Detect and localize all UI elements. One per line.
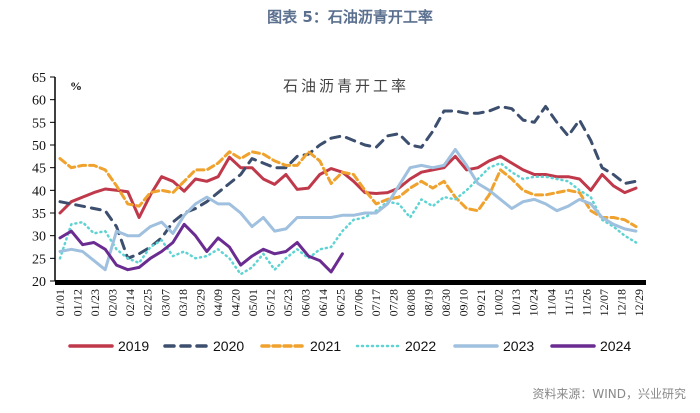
y-tick-label: 20 [32, 275, 46, 290]
series-line-2019 [58, 154, 638, 219]
y-axis-unit: % [70, 79, 82, 93]
x-tick-label: 06/14 [316, 289, 330, 316]
legend-label-2020: 2020 [213, 338, 244, 354]
x-tick-label: 10/02 [492, 289, 506, 316]
x-tick-label: 08/30 [439, 289, 453, 316]
x-tick-label: 02/03 [106, 289, 120, 316]
x-tick-label: 12/29 [632, 289, 646, 316]
series-lines [58, 105, 638, 276]
series-line-2024 [58, 222, 344, 274]
y-tick-label: 55 [32, 116, 46, 131]
legend-label-2023: 2023 [503, 338, 534, 354]
x-tick-label: 11/15 [562, 289, 576, 316]
x-tick-label: 08/08 [404, 289, 418, 316]
x-tick-label: 09/10 [457, 289, 471, 316]
x-tick-label: 02/25 [141, 289, 155, 316]
x-tick-label: 04/20 [228, 289, 242, 316]
legend-label-2019: 2019 [118, 338, 149, 354]
y-tick-label: 40 [32, 184, 46, 199]
x-tick-label: 07/06 [351, 289, 365, 316]
x-tick-label: 02/14 [123, 289, 137, 316]
series-line-2021 [58, 150, 638, 229]
y-tick-label: 50 [32, 139, 46, 154]
legend-label-2022: 2022 [405, 338, 436, 354]
legend: 2019 2020 2021 2022 2023 2024 [68, 338, 631, 354]
x-tick-label: 03/29 [193, 289, 207, 316]
y-tick-label: 45 [32, 162, 46, 177]
x-axis-line [55, 280, 646, 285]
x-tick-label: 11/26 [579, 289, 593, 316]
chart-title: 石油沥青开工率 [283, 77, 409, 95]
figure-title: 图表 5：石油沥青开工率 [267, 8, 433, 26]
x-tick-label: 03/18 [176, 289, 190, 316]
y-tick-label: 65 [32, 71, 46, 86]
series-line-2022 [58, 161, 638, 276]
x-tick-label: 01/23 [88, 289, 102, 316]
x-tick-label: 08/19 [421, 289, 435, 316]
x-tick-label: 10/24 [527, 289, 541, 316]
y-tick-label: 35 [32, 207, 46, 222]
x-tick-label: 05/12 [264, 289, 278, 316]
legend-label-2024: 2024 [600, 338, 631, 354]
series-line-2023 [58, 148, 638, 272]
x-tick-label: 12/18 [614, 289, 628, 316]
y-tick-label: 30 [32, 230, 46, 245]
x-tick-label: 07/28 [386, 289, 400, 316]
x-tick-label: 01/01 [53, 289, 67, 316]
y-tick-label: 60 [32, 94, 46, 109]
x-tick-label: 06/03 [299, 289, 313, 316]
x-tick-label: 03/07 [158, 289, 172, 316]
x-tick-label: 06/25 [334, 289, 348, 316]
x-tick-label: 01/12 [71, 289, 85, 316]
x-tick-label: 10/13 [509, 289, 523, 316]
legend-label-2021: 2021 [310, 338, 341, 354]
series-line-2020 [58, 105, 638, 260]
x-tick-label: 12/07 [597, 289, 611, 316]
source-note: 资料来源：WIND，兴业研究 [532, 387, 686, 401]
x-tick-label: 04/09 [211, 289, 225, 316]
x-tick-label: 05/23 [281, 289, 295, 316]
y-tick-label: 25 [32, 252, 46, 267]
x-tick-label: 09/21 [474, 289, 488, 316]
axes: 20 25 30 35 40 45 50 55 60 65 01/01 01/12 01/23 02/03… [32, 71, 646, 316]
x-tick-label: 05/01 [246, 289, 260, 316]
x-tick-label: 07/17 [369, 289, 383, 316]
x-tick-label: 11/04 [544, 289, 558, 316]
